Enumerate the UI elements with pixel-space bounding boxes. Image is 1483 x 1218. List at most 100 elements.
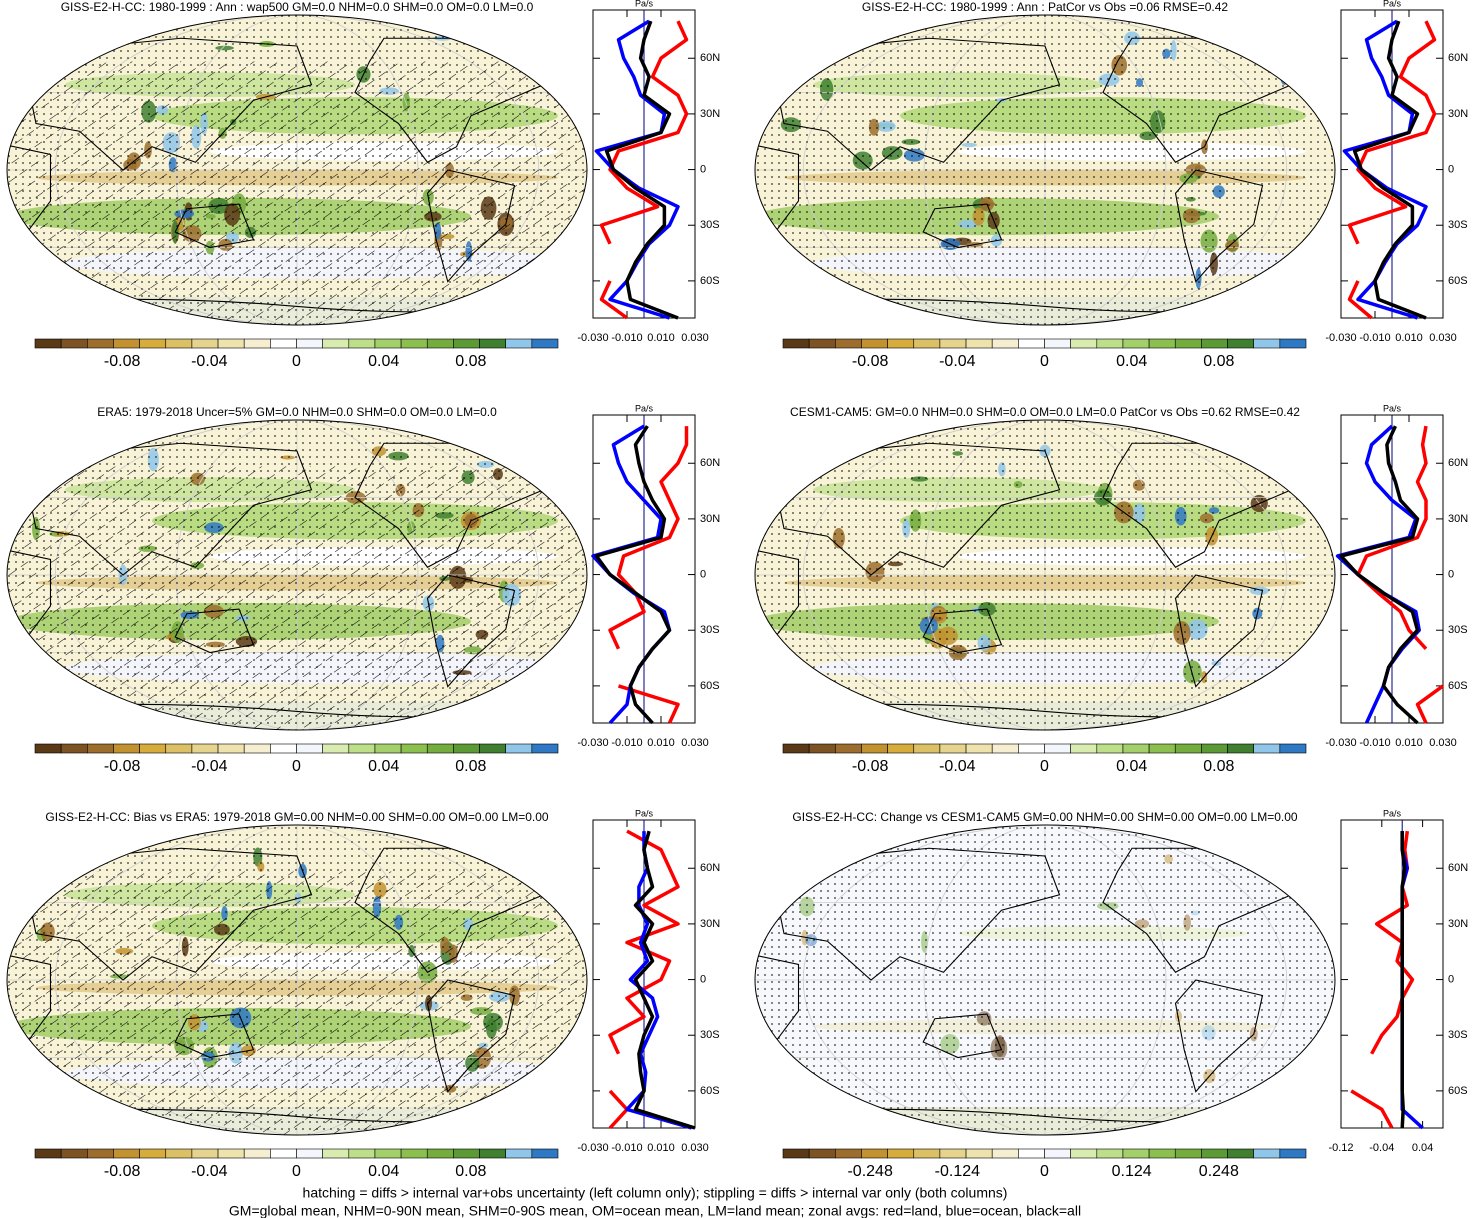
colorbar-box — [34, 743, 62, 754]
colorbar-box — [479, 743, 506, 754]
colorbar-box — [296, 338, 323, 349]
colorbar-box — [113, 743, 140, 754]
y-tick-label: 60N — [1448, 862, 1468, 874]
x-tick-label: -0.030 — [577, 332, 608, 344]
y-tick-label: 30S — [700, 219, 720, 231]
colorbar-box — [453, 1148, 480, 1159]
colorbar-box — [1044, 1148, 1071, 1159]
map-border — [6, 419, 588, 731]
colorbar-box — [861, 743, 888, 754]
x-tick-label: -0.030 — [577, 737, 608, 749]
colorbar-box — [939, 338, 967, 349]
colorbar-label: -0.04 — [939, 758, 976, 775]
x-tick-label: -0.030 — [1325, 737, 1356, 749]
colorbar-box — [1201, 1148, 1228, 1159]
y-tick-label: 30N — [700, 513, 720, 525]
colorbar-box — [165, 338, 193, 349]
colorbar-box — [1227, 743, 1255, 754]
colorbar-box — [322, 1148, 350, 1159]
colorbar-label: 0.08 — [455, 758, 486, 775]
colorbar-box — [400, 338, 428, 349]
colorbar-box — [87, 1148, 114, 1159]
colorbar-box — [1174, 743, 1202, 754]
map-blob — [508, 440, 520, 450]
x-tick-label: 0.030 — [1429, 332, 1457, 344]
colorbar-label: -0.08 — [852, 353, 889, 370]
colorbar-box — [479, 338, 506, 349]
panel: GISS-E2-H-CC: 1980-1999 : Ann : PatCor v… — [754, 0, 1468, 370]
colorbar-box — [991, 743, 1019, 754]
map-border — [6, 14, 588, 326]
map-blob — [1231, 444, 1252, 457]
y-tick-label: 60N — [1448, 457, 1468, 469]
map-blob — [771, 48, 779, 68]
colorbar-box — [217, 338, 245, 349]
colorbar-box — [139, 743, 167, 754]
y-tick-label: 0 — [1448, 973, 1454, 985]
x-tick-label: 0.030 — [681, 332, 709, 344]
map-border — [6, 824, 588, 1136]
colorbar-box — [374, 743, 402, 754]
colorbar-box — [531, 743, 559, 754]
colorbar-label: -0.04 — [191, 758, 228, 775]
map-body — [755, 15, 1335, 325]
colorbar-label: 0 — [1040, 353, 1049, 370]
x-tick-label: -0.030 — [577, 1142, 608, 1154]
colorbar-label: 0.08 — [455, 1163, 486, 1180]
colorbar-box — [1096, 338, 1124, 349]
colorbar-box — [400, 743, 428, 754]
colorbar-label: -0.08 — [104, 758, 141, 775]
colorbar-box — [861, 338, 888, 349]
colorbar-box — [1174, 1148, 1202, 1159]
colorbar-box — [374, 338, 402, 349]
colorbar-box — [1018, 338, 1045, 349]
panel: GISS-E2-H-CC: Bias vs ERA5: 1979-2018 GM… — [6, 808, 720, 1180]
y-tick-label: 30N — [1448, 108, 1468, 120]
zonal-line — [1339, 425, 1420, 725]
colorbar-label: 0.08 — [1203, 353, 1234, 370]
y-tick-label: 60S — [1448, 1085, 1468, 1097]
hatching — [7, 871, 587, 1135]
panel-title: GISS-E2-H-CC: 1980-1999 : Ann : wap500 G… — [61, 0, 534, 14]
colorbar-box — [1279, 1148, 1307, 1159]
map-body — [755, 825, 1335, 1135]
axis-unit: Pa/s — [1383, 0, 1402, 8]
zonal-line — [1352, 20, 1427, 320]
zonal-line — [599, 20, 689, 320]
colorbar-box — [243, 338, 271, 349]
colorbar-box — [34, 338, 62, 349]
y-tick-label: 30S — [1448, 624, 1468, 636]
colorbar-box — [479, 1148, 506, 1159]
colorbar-label: 0 — [292, 353, 301, 370]
zonal-line — [1347, 20, 1437, 320]
map-blob — [17, 860, 28, 870]
x-tick-label: -0.010 — [611, 1142, 642, 1154]
zonal-line — [608, 426, 689, 724]
colorbar-box — [965, 743, 993, 754]
colorbar-box — [426, 338, 454, 349]
colorbar-label: -0.04 — [191, 353, 228, 370]
x-tick-label: -0.010 — [1359, 737, 1390, 749]
y-tick-label: 30S — [700, 624, 720, 636]
colorbar-box — [87, 743, 114, 754]
colorbar-box — [217, 1148, 245, 1159]
x-tick-label: 0.030 — [681, 1142, 709, 1154]
y-tick-label: 0 — [700, 973, 706, 985]
colorbar-box — [426, 743, 454, 754]
x-tick-label: 0.010 — [1395, 737, 1423, 749]
colorbar-box — [191, 743, 219, 754]
map-blob — [10, 859, 33, 868]
colorbar-box — [965, 1148, 993, 1159]
axis-unit: Pa/s — [1383, 808, 1402, 818]
colorbar-box — [505, 338, 533, 349]
colorbar-box — [913, 338, 941, 349]
y-tick-label: 60N — [700, 457, 720, 469]
map-border — [754, 14, 1336, 326]
stippling — [755, 420, 1335, 730]
colorbar-box — [1044, 338, 1071, 349]
colorbar-label: 0.04 — [368, 353, 399, 370]
colorbar-box — [531, 338, 559, 349]
x-tick-label: -0.12 — [1328, 1142, 1353, 1154]
colorbar-label: -0.08 — [104, 353, 141, 370]
colorbar-box — [991, 338, 1019, 349]
